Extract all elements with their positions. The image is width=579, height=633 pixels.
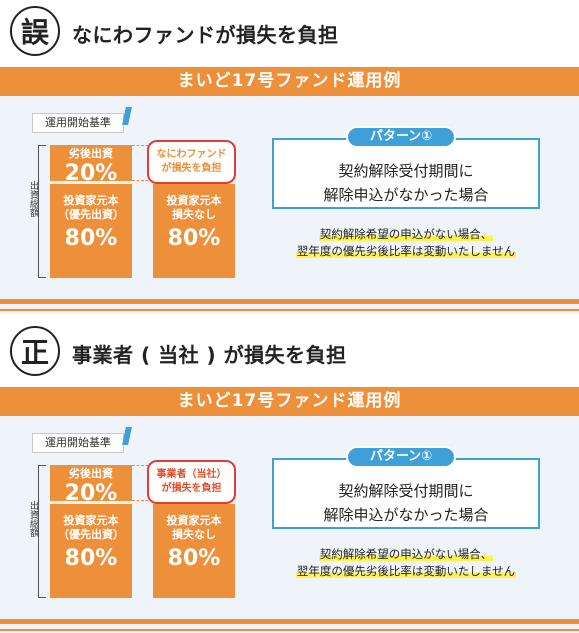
wrong-preferred-label-1: 投資家元本 [63, 194, 119, 207]
correct-pattern-text: 契約解除受付期間に 解除申込がなかった場合 [272, 479, 540, 527]
wrong-no-loss-block: 投資家元本 損失なし 80% [153, 184, 235, 278]
correct-subordinate-label: 劣後出資 [69, 467, 113, 480]
correct-callout: 事業者（当社） が損失を負担 [147, 460, 236, 504]
correct-standard-accent [122, 427, 132, 445]
wrong-subordinate-percent: 20% [64, 161, 118, 186]
wrong-callout: なにわファンド が損失を負担 [147, 140, 236, 184]
wrong-no-loss-label-1: 投資家元本 [166, 194, 222, 207]
wrong-heading-text: なにわファンドが損失を負担 [72, 23, 339, 47]
wrong-preferred-label-2: （優先出資） [58, 208, 124, 221]
correct-preferred-block: 投資家元本 （優先出資） 80% [50, 504, 132, 598]
correct-panel: まいど17号ファンド運用例 運用開始基準 出資総額 劣後出資 20% 投資家元本… [0, 387, 579, 633]
correct-no-loss-label-1: 投資家元本 [166, 514, 222, 527]
correct-axis-label: 出資総額 [26, 501, 38, 537]
wrong-dashed-connector [132, 145, 153, 181]
wrong-no-loss-label-2: 損失なし [172, 208, 216, 221]
correct-note-line-1: 契約解除希望の申込がない場合、 [318, 547, 494, 561]
correct-badge: 正 [10, 326, 60, 376]
correct-no-loss-label-2: 損失なし [172, 528, 216, 541]
wrong-note-line-1: 契約解除希望の申込がない場合、 [318, 227, 494, 241]
wrong-standard-accent [122, 107, 132, 125]
wrong-pattern-line-2: 解除申込がなかった場合 [323, 186, 489, 204]
wrong-badge: 誤 [10, 6, 60, 56]
wrong-pattern-text: 契約解除受付期間に 解除申込がなかった場合 [272, 159, 540, 207]
wrong-pattern-tag: パターン① [346, 126, 456, 148]
wrong-subordinate-block: 劣後出資 20% [50, 145, 132, 186]
wrong-no-loss-percent: 80% [167, 226, 221, 251]
correct-pattern-line-2: 解除申込がなかった場合 [323, 506, 489, 524]
wrong-preferred-block: 投資家元本 （優先出資） 80% [50, 184, 132, 278]
correct-total-bracket [38, 465, 46, 598]
correct-callout-line-2: が損失を負担 [161, 483, 222, 494]
correct-standard-label: 運用開始基準 [32, 433, 124, 453]
correct-banner: まいど17号ファンド運用例 [0, 387, 579, 416]
correct-preferred-label-1: 投資家元本 [63, 514, 119, 527]
correct-preferred-percent: 80% [64, 546, 118, 571]
correct-heading-text: 事業者 ( 当社 ) が損失を負担 [72, 343, 347, 367]
wrong-heading: 誤 なにわファンドが損失を負担 [0, 0, 579, 62]
correct-note-1: 契約解除希望の申込がない場合、 [272, 546, 540, 562]
correct-note-line-2: 翌年度の優先劣後比率は変動いたしません [295, 564, 517, 578]
correct-no-loss-percent: 80% [167, 546, 221, 571]
correct-bottom-stripe-thin [0, 629, 579, 631]
correct-dashed-connector [132, 465, 153, 501]
wrong-preferred-percent: 80% [64, 226, 118, 251]
correct-preferred-label-2: （優先出資） [58, 528, 124, 541]
correct-subordinate-block: 劣後出資 20% [50, 465, 132, 506]
wrong-total-bracket [38, 145, 46, 278]
wrong-pattern-box [272, 138, 540, 209]
correct-note-2: 翌年度の優先劣後比率は変動いたしません [272, 563, 540, 579]
wrong-callout-line-1: なにわファンド [156, 149, 227, 160]
wrong-axis-label: 出資総額 [26, 181, 38, 217]
correct-heading: 正 事業者 ( 当社 ) が損失を負担 [0, 320, 579, 382]
wrong-bottom-stripe-thin [0, 309, 579, 311]
wrong-pattern-line-1: 契約解除受付期間に [338, 162, 474, 180]
wrong-note-1: 契約解除希望の申込がない場合、 [272, 226, 540, 242]
correct-no-loss-block: 投資家元本 損失なし 80% [153, 504, 235, 598]
wrong-panel: まいど17号ファンド運用例 運用開始基準 出資総額 劣後出資 20% 投資家元本… [0, 67, 579, 314]
wrong-note-2: 翌年度の優先劣後比率は変動いたしません [272, 243, 540, 259]
wrong-callout-line-2: が損失を負担 [161, 163, 222, 174]
wrong-bottom-stripe [0, 299, 579, 304]
correct-pattern-line-1: 契約解除受付期間に [338, 482, 474, 500]
wrong-subordinate-label: 劣後出資 [69, 147, 113, 160]
correct-subordinate-percent: 20% [64, 481, 118, 506]
correct-bottom-stripe [0, 619, 579, 624]
correct-callout-line-1: 事業者（当社） [156, 469, 227, 480]
wrong-note-line-2: 翌年度の優先劣後比率は変動いたしません [295, 244, 517, 258]
wrong-banner: まいど17号ファンド運用例 [0, 67, 579, 96]
wrong-standard-label: 運用開始基準 [32, 113, 124, 133]
correct-pattern-tag: パターン① [346, 446, 456, 468]
